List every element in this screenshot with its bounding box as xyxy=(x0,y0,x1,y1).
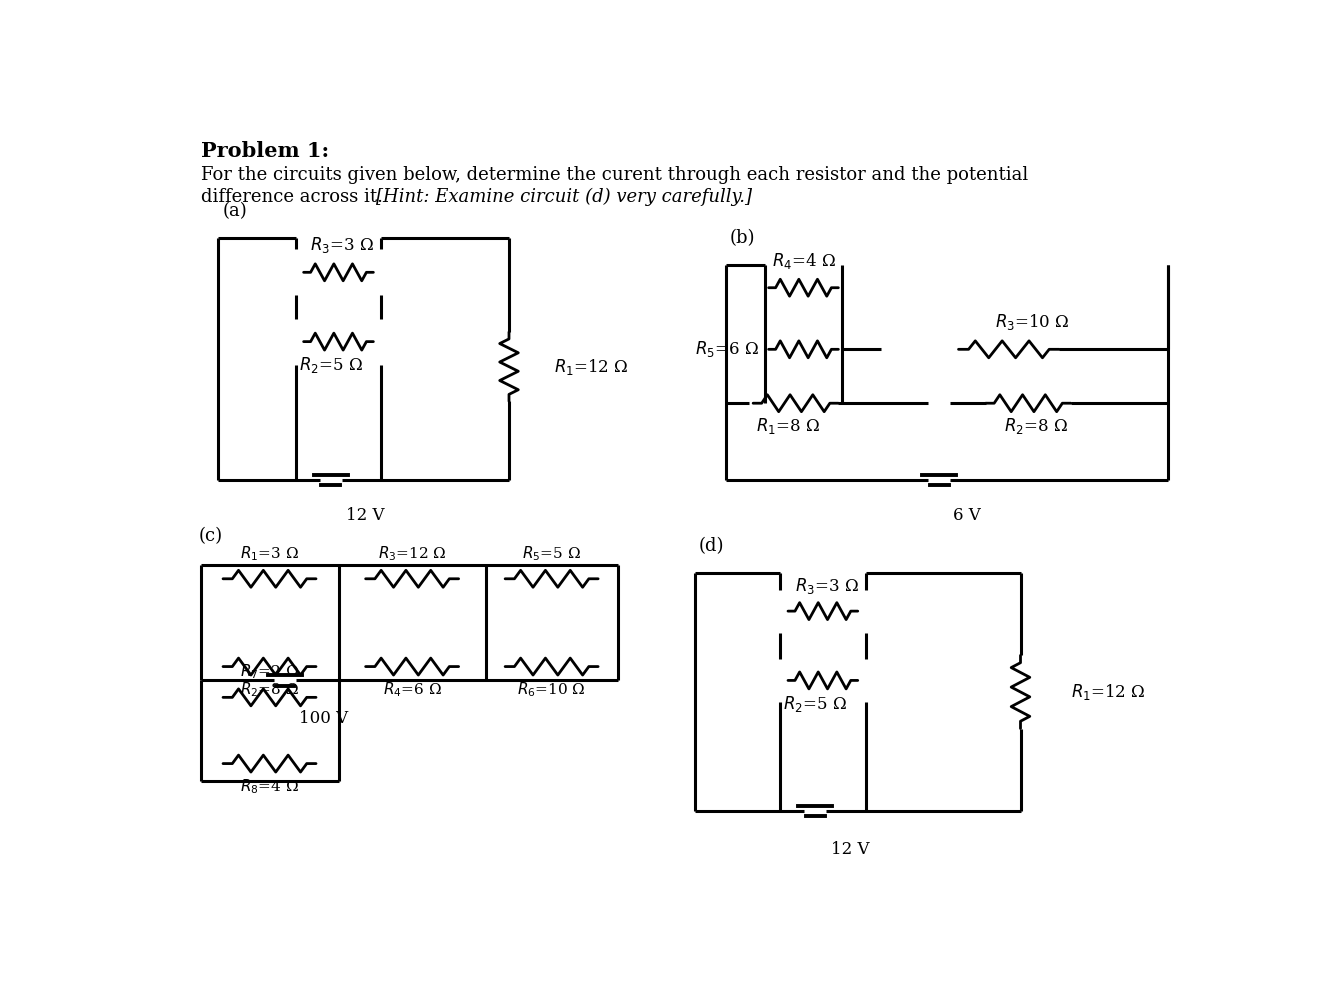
Text: $R_{3}$=12 Ω: $R_{3}$=12 Ω xyxy=(378,544,446,563)
Text: [Hint: Examine circuit (d) very carefully.]: [Hint: Examine circuit (d) very carefull… xyxy=(376,187,751,206)
Text: $R_{5}$=6 Ω: $R_{5}$=6 Ω xyxy=(695,339,758,359)
Text: (d): (d) xyxy=(699,536,724,555)
Text: $R_{4}$=6 Ω: $R_{4}$=6 Ω xyxy=(383,680,442,699)
Text: $R_{5}$=5 Ω: $R_{5}$=5 Ω xyxy=(523,544,581,563)
Text: (b): (b) xyxy=(730,229,755,246)
Text: $R_{8}$=4 Ω: $R_{8}$=4 Ω xyxy=(241,777,298,796)
Text: $R_{2}$=5 Ω: $R_{2}$=5 Ω xyxy=(298,355,363,375)
Text: $R_{1}$=8 Ω: $R_{1}$=8 Ω xyxy=(757,416,820,437)
Text: Problem 1:: Problem 1: xyxy=(200,141,329,162)
Text: 12 V: 12 V xyxy=(831,841,870,858)
Text: (c): (c) xyxy=(199,527,223,544)
Text: 6 V: 6 V xyxy=(953,507,981,525)
Text: $R_{2}$=8 Ω: $R_{2}$=8 Ω xyxy=(1004,416,1068,437)
Text: difference across it.: difference across it. xyxy=(200,187,394,206)
Text: $R_{3}$=10 Ω: $R_{3}$=10 Ω xyxy=(995,313,1070,332)
Text: $R_{7}$=2 Ω: $R_{7}$=2 Ω xyxy=(241,663,298,681)
Text: $R_{2}$=8 Ω: $R_{2}$=8 Ω xyxy=(241,680,298,699)
Text: $R_{3}$=3 Ω: $R_{3}$=3 Ω xyxy=(794,576,859,596)
Text: (a): (a) xyxy=(222,202,247,220)
Text: $R_{1}$=12 Ω: $R_{1}$=12 Ω xyxy=(1071,682,1145,702)
Text: $R_{2}$=5 Ω: $R_{2}$=5 Ω xyxy=(784,693,847,714)
Text: 100 V: 100 V xyxy=(298,710,348,727)
Text: $R_{1}$=3 Ω: $R_{1}$=3 Ω xyxy=(241,544,298,563)
Text: For the circuits given below, determine the curent through each resistor and the: For the circuits given below, determine … xyxy=(200,166,1028,184)
Text: 12 V: 12 V xyxy=(347,507,384,525)
Text: $R_{1}$=12 Ω: $R_{1}$=12 Ω xyxy=(554,357,629,377)
Text: $R_{4}$=4 Ω: $R_{4}$=4 Ω xyxy=(771,250,836,271)
Text: $R_{3}$=3 Ω: $R_{3}$=3 Ω xyxy=(310,236,375,255)
Text: $R_{6}$=10 Ω: $R_{6}$=10 Ω xyxy=(517,680,586,699)
